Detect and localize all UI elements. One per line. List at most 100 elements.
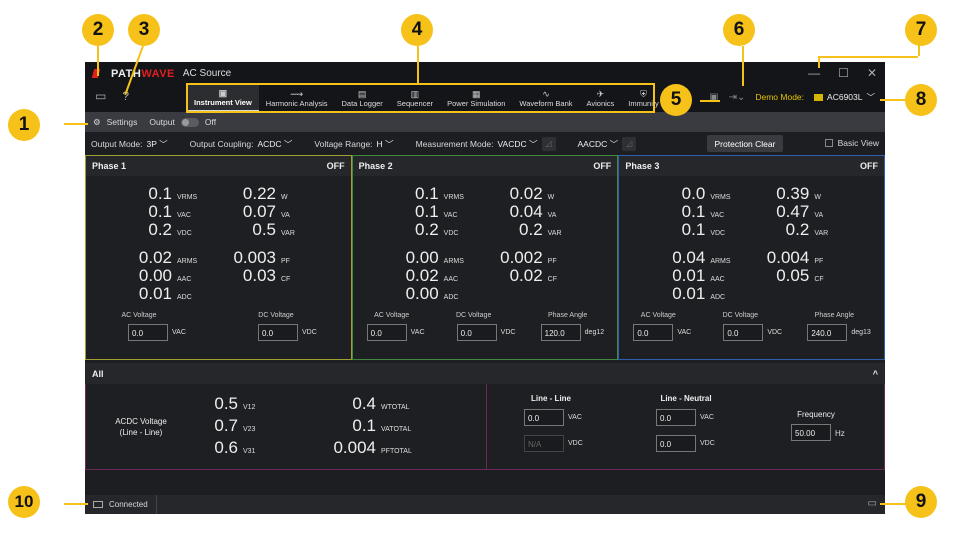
tab-data-logger[interactable]: ▤ Data Logger [335, 85, 390, 112]
vdc-unit: VDC [700, 440, 715, 447]
tab-label: Waveform Bank [519, 99, 573, 108]
line-neutral-dc-field[interactable]: 0.0 [656, 435, 696, 452]
aac-unit: AAC [710, 276, 725, 283]
connection-menu-icon[interactable]: ⇥⌄ [728, 91, 746, 103]
connection-status: Connected [109, 500, 148, 509]
w-unit: W [281, 194, 288, 201]
output-toggle[interactable] [180, 117, 199, 127]
tab-immunity[interactable]: ⛨ Immunity [621, 85, 665, 112]
connection-icon [93, 501, 103, 508]
output-mode-select[interactable]: 3P ﹀ [146, 138, 168, 149]
minimize-button[interactable]: — [808, 66, 821, 80]
close-button[interactable]: ✕ [866, 66, 877, 80]
va-value: 0.07 [242, 202, 276, 221]
tab-instrument-view[interactable]: ▣ Instrument View [187, 85, 259, 112]
coupling-select[interactable]: ACDC ﹀ [257, 138, 293, 149]
ac-voltage-label: AC Voltage [121, 312, 157, 319]
output-state: Off [204, 117, 217, 127]
toolbar: ▭ ? ▣ Instrument View ⟿ Harmonic Analysis ▤ D… [85, 85, 885, 112]
settings-button[interactable]: Settings [106, 117, 138, 127]
va-unit: VA [281, 212, 290, 219]
cf-unit: CF [814, 276, 824, 283]
cf-unit: CF [547, 276, 557, 283]
output-mode-label: Output Mode: [91, 138, 143, 149]
aac-value: 0.02 [405, 266, 439, 285]
eraser-icon[interactable]: ◿ [541, 136, 556, 151]
vrms-value: 0.0 [681, 184, 706, 203]
ac-voltage-field[interactable]: 0.0 [128, 324, 168, 341]
range-select[interactable]: H ﹀ [376, 138, 394, 149]
collapse-button[interactable]: ^ [872, 368, 878, 379]
ac-voltage-label: AC Voltage [640, 312, 676, 319]
all-panel: ACDC Voltage (Line - Line) 0.5 V12 0.7 V23… [85, 384, 885, 470]
phase-angle-field[interactable]: 240.0 [807, 324, 848, 341]
pftotal-value: 0.004 [333, 438, 376, 457]
maximize-button[interactable]: ☐ [838, 66, 849, 80]
callout-line [97, 46, 99, 76]
tab-power-simulation[interactable]: ▦ Power Simulation [440, 85, 512, 112]
line-line-ac-field[interactable]: 0.0 [524, 409, 564, 426]
var-unit: VAR [547, 230, 562, 237]
vrms-value: 0.1 [148, 184, 172, 203]
frequency-field[interactable]: 50.00 [791, 424, 831, 441]
help-button[interactable]: ? [122, 89, 130, 103]
meas-a-select[interactable]: AACDC ﹀ [577, 138, 619, 149]
ac-voltage-field[interactable]: 0.0 [633, 324, 674, 341]
vac-unit: VAC [700, 414, 714, 421]
tab-avionics[interactable]: ✈ Avionics [580, 85, 622, 112]
adc-value: 0.01 [672, 284, 706, 303]
dc-voltage-field[interactable]: 0.0 [723, 324, 764, 341]
demo-mode-label: Demo Mode: [755, 92, 805, 102]
pf-value: 0.004 [766, 248, 810, 267]
arms-unit: ARMS [443, 258, 464, 265]
adc-unit: ADC [177, 294, 192, 301]
instrument-selector[interactable]: AC6903L ﹀ [814, 91, 875, 103]
line-neutral-ac-field[interactable]: 0.0 [656, 409, 696, 426]
vac-unit: VAC [443, 212, 458, 219]
gear-icon[interactable]: ⚙ [93, 116, 101, 127]
app-title: AC Source [182, 68, 232, 79]
dc-voltage-field[interactable]: 0.0 [456, 324, 497, 341]
tab-sequencer[interactable]: ▥ Sequencer [390, 85, 440, 112]
status-bar: Connected ▭ [85, 495, 885, 514]
phase-panels: Phase 1 OFF 0.1 VRMS 0.1 VAC 0.2 VDC 0.22 W 0.07 VA… [85, 155, 885, 360]
pf-value: 0.003 [233, 248, 276, 267]
tab-waveform-bank[interactable]: ∿ Waveform Bank [512, 85, 579, 112]
phase-angle-field[interactable]: 120.0 [540, 324, 581, 341]
tab-harmonic-analysis[interactable]: ⟿ Harmonic Analysis [259, 85, 335, 112]
screenshot-icon[interactable]: ▣ [709, 91, 719, 103]
vac-unit: VAC [172, 329, 186, 336]
adc-value: 0.00 [405, 284, 439, 303]
protection-clear-button[interactable]: Protection Clear [707, 135, 783, 152]
aac-unit: AAC [177, 276, 192, 283]
hz-unit: Hz [835, 429, 845, 438]
range-label: Voltage Range: [314, 138, 373, 149]
vrms-value: 0.1 [415, 184, 439, 203]
vdc-unit: VDC [302, 329, 317, 336]
chat-icon[interactable]: ▭ [867, 498, 877, 509]
tab-icon: ▤ [357, 89, 367, 99]
callout-1: 1 [8, 109, 40, 141]
callout-line [417, 46, 419, 83]
arms-unit: ARMS [710, 258, 731, 265]
deg-unit: deg13 [851, 329, 871, 336]
w-value: 0.39 [776, 184, 810, 203]
basic-view-checkbox[interactable] [824, 139, 833, 147]
ac-voltage-label: AC Voltage [374, 312, 410, 319]
meas-v-select[interactable]: VACDC ﹀ [497, 138, 538, 149]
eraser-icon[interactable]: ◿ [622, 136, 637, 151]
vac-unit: VAC [410, 329, 425, 336]
pf-unit: PF [547, 258, 557, 265]
meas-label: Measurement Mode: [415, 138, 494, 149]
vac-value: 0.1 [681, 202, 706, 221]
folder-icon[interactable]: ▭ [95, 89, 107, 103]
dc-voltage-field[interactable]: 0.0 [258, 324, 298, 341]
vdc-value: 0.2 [148, 220, 172, 239]
vac-unit: VAC [177, 212, 191, 219]
v12-value: 0.5 [214, 394, 238, 413]
acdc-voltage-label: ACDC Voltage (Line - Line) [115, 417, 167, 437]
ac-voltage-field[interactable]: 0.0 [366, 324, 407, 341]
chevron-down-icon: ﹀ [866, 92, 875, 102]
frequency-label: Frequency [797, 410, 835, 419]
vdc-unit: VDC [443, 230, 459, 237]
